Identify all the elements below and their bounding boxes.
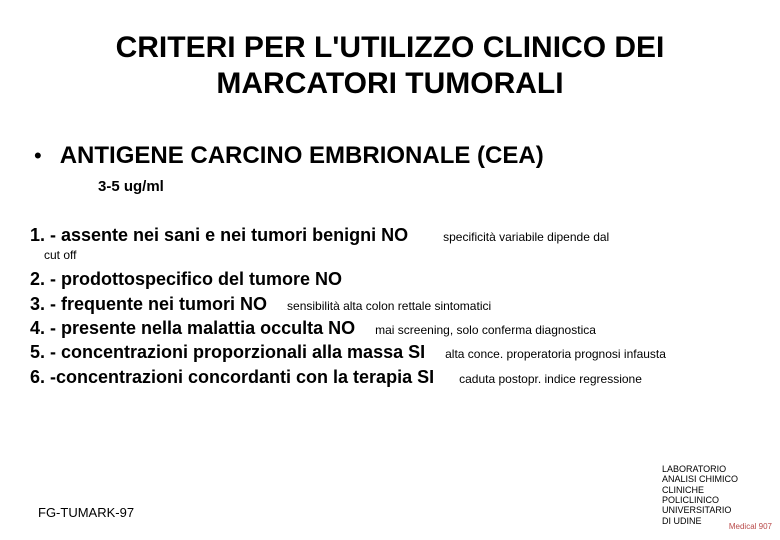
criterion-text: 6. -concentrazioni concordanti con la te… [30,367,434,387]
footer-line: POLICLINICO [662,495,738,505]
criterion-note: caduta postopr. indice regressione [459,372,642,386]
footer-line: ANALISI CHIMICO [662,474,738,484]
range-value: 3-5 ug/ml [98,178,750,195]
criterion-note: mai screening, solo conferma diagnostica [375,323,596,337]
slide: CRITERI PER L'UTILIZZO CLINICO DEI MARCA… [0,0,780,540]
criterion-text: 4. - presente nella malattia occulta NO [30,318,355,338]
criterion-2: 2. - prodottospecifico del tumore NO [30,267,750,291]
criterion-note: alta conce. properatoria prognosi infaus… [445,347,666,361]
criterion-3: 3. - frequente nei tumori NO sensibilità… [30,292,750,316]
footer-line: LABORATORIO [662,464,738,474]
footer-code: FG-TUMARK-97 [38,505,134,520]
cutoff-label: cut off [44,247,750,263]
footer-institution: LABORATORIO ANALISI CHIMICO CLINICHE POL… [662,464,738,526]
criterion-note: sensibilità alta colon rettale sintomati… [287,299,491,313]
criterion-1: 1. - assente nei sani e nei tumori benig… [30,223,750,247]
subtitle-row: • ANTIGENE CARCINO EMBRIONALE (CEA) [30,142,750,170]
footer-line: UNIVERSITARIO [662,505,738,515]
criterion-text: 1. - assente nei sani e nei tumori benig… [30,225,408,245]
criterion-note: specificità variabile dipende dal [443,230,609,244]
criterion-4: 4. - presente nella malattia occulta NO … [30,316,750,340]
criterion-text: 3. - frequente nei tumori NO [30,294,267,314]
subtitle: ANTIGENE CARCINO EMBRIONALE (CEA) [60,142,544,170]
criteria-list: 1. - assente nei sani e nei tumori benig… [30,223,750,389]
criterion-text: 5. - concentrazioni proporzionali alla m… [30,342,425,362]
corner-watermark: Medical 907 [729,523,772,532]
criterion-5: 5. - concentrazioni proporzionali alla m… [30,340,750,364]
footer-line: DI UDINE [662,516,738,526]
footer-line: CLINICHE [662,485,738,495]
criterion-6: 6. -concentrazioni concordanti con la te… [30,365,750,389]
slide-title: CRITERI PER L'UTILIZZO CLINICO DEI MARCA… [30,30,750,102]
bullet-icon: • [34,143,42,169]
criterion-text: 2. - prodottospecifico del tumore NO [30,269,342,289]
